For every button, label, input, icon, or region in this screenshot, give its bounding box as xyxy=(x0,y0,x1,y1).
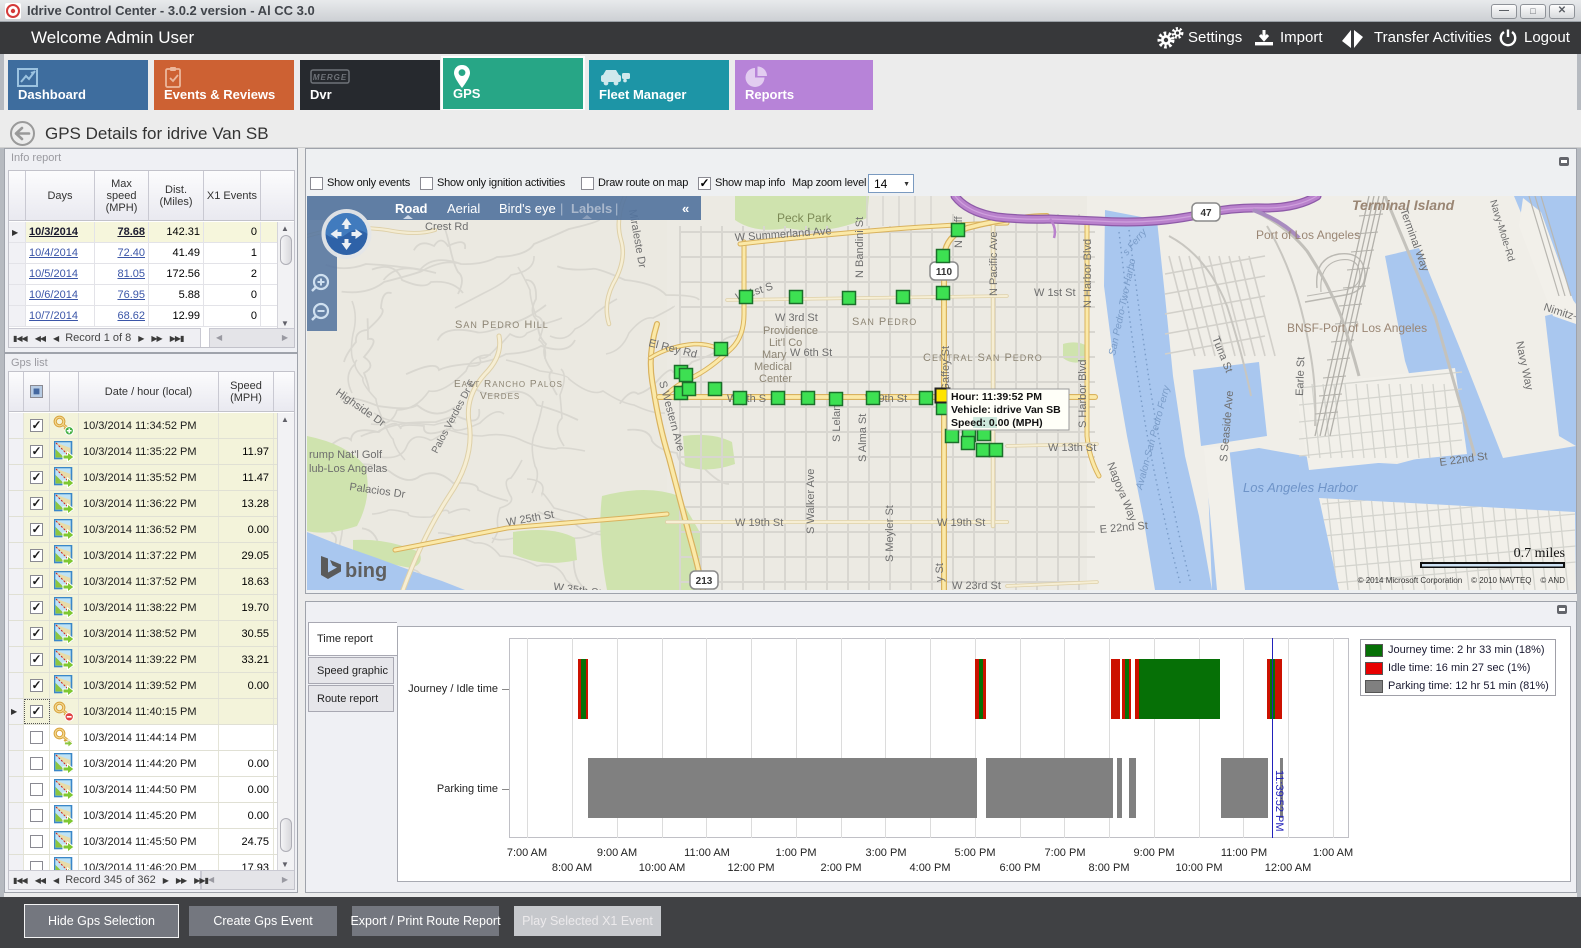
svg-text:Labels: Labels xyxy=(571,201,612,216)
svg-text:N Bandini St: N Bandini St xyxy=(854,217,866,278)
svg-text:CENTRAL SAN PEDRO: CENTRAL SAN PEDRO xyxy=(923,352,1043,364)
svg-text:SAN PEDRO HILL: SAN PEDRO HILL xyxy=(455,319,549,331)
svg-text:W 19th St: W 19th St xyxy=(735,517,783,529)
svg-text:47: 47 xyxy=(1200,208,1212,219)
svg-text:W 3rd St: W 3rd St xyxy=(775,312,818,324)
svg-text:Bird's eye: Bird's eye xyxy=(499,201,556,216)
svg-text:SAN PEDRO: SAN PEDRO xyxy=(852,316,917,328)
svg-text:|: | xyxy=(615,201,618,216)
svg-text:Mary: Mary xyxy=(762,349,787,361)
svg-text:bing: bing xyxy=(345,560,387,582)
svg-text:EAST RANCHO PALOS: EAST RANCHO PALOS xyxy=(454,379,563,390)
svg-text:0.7 miles: 0.7 miles xyxy=(1514,546,1565,561)
svg-text:N Harbor Blvd: N Harbor Blvd xyxy=(1082,239,1094,308)
svg-text:W 13th St: W 13th St xyxy=(1048,442,1096,454)
svg-text:rump Nat'l Golf: rump Nat'l Golf xyxy=(309,449,383,461)
svg-text:W 1st St: W 1st St xyxy=(1034,287,1076,299)
svg-text:Speed: 0.00 (MPH): Speed: 0.00 (MPH) xyxy=(951,417,1043,429)
svg-text:Terminal Island: Terminal Island xyxy=(1352,197,1455,213)
svg-text:W 6th St: W 6th St xyxy=(790,347,832,359)
svg-text:y St: y St xyxy=(934,563,946,582)
svg-text:W 23rd St: W 23rd St xyxy=(952,580,1001,590)
svg-text:Center: Center xyxy=(759,373,792,385)
svg-text:Los Angeles Harbor: Los Angeles Harbor xyxy=(1243,480,1358,495)
svg-text:S Walker Ave: S Walker Ave xyxy=(805,469,817,534)
svg-text:W 19th St: W 19th St xyxy=(937,517,985,529)
svg-text:Medical: Medical xyxy=(754,361,792,373)
svg-text:«: « xyxy=(682,201,689,216)
svg-text:Road: Road xyxy=(395,201,428,216)
svg-text:BNSF-Port of Los Angeles: BNSF-Port of Los Angeles xyxy=(1287,321,1427,335)
svg-text:Vehicle: idrive Van SB: Vehicle: idrive Van SB xyxy=(951,404,1061,416)
svg-text:S Leland: S Leland xyxy=(831,399,843,442)
svg-text:S Meyler St: S Meyler St xyxy=(884,505,896,562)
svg-text:110: 110 xyxy=(936,267,953,278)
svg-text:W 35th St: W 35th St xyxy=(553,581,603,590)
svg-text:213: 213 xyxy=(696,576,713,587)
svg-text:S Alma St: S Alma St xyxy=(857,414,869,462)
svg-text:|: | xyxy=(560,201,563,216)
svg-text:VERDES: VERDES xyxy=(480,391,520,402)
svg-text:Aerial: Aerial xyxy=(447,201,480,216)
svg-text:Crest Rd: Crest Rd xyxy=(425,221,468,233)
svg-text:Providence: Providence xyxy=(763,325,818,337)
svg-text:Lit'l Co: Lit'l Co xyxy=(769,337,802,349)
svg-text:N Pacific Ave: N Pacific Ave xyxy=(988,231,1000,296)
svg-text:© 2014 Microsoft Corporation: © 2014 Microsoft Corporation © 2010 NAVT… xyxy=(1358,576,1566,585)
svg-text:Peck Park: Peck Park xyxy=(777,211,833,225)
svg-text:S Harbor Blvd: S Harbor Blvd xyxy=(1077,360,1089,428)
svg-text:Hour: 11:39:52 PM: Hour: 11:39:52 PM xyxy=(951,391,1042,403)
svg-text:Earle St: Earle St xyxy=(1294,357,1307,397)
svg-text:MERGE: MERGE xyxy=(313,73,347,82)
svg-text:lub-Los Angelas: lub-Los Angelas xyxy=(309,463,388,475)
svg-text:Port of Los Angeles: Port of Los Angeles xyxy=(1256,228,1360,242)
svg-text:E 22nd St: E 22nd St xyxy=(1099,520,1148,536)
